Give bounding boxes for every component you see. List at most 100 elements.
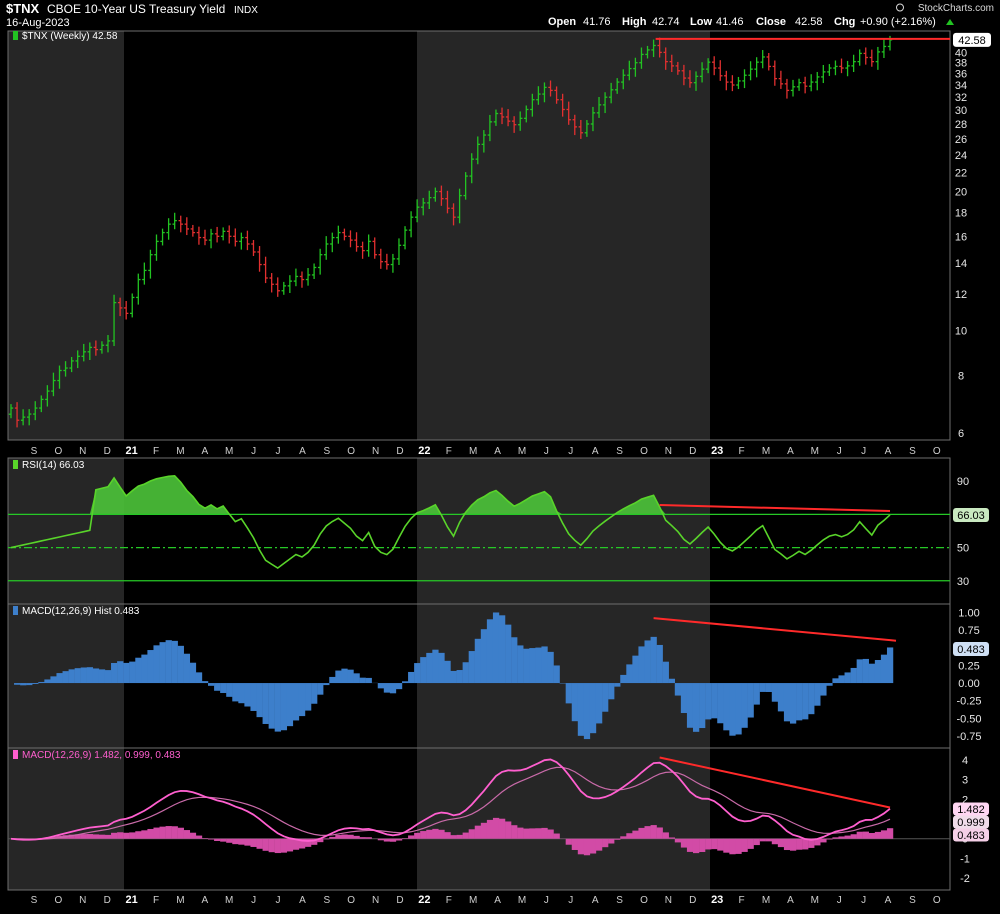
macd-hist-bar-small (123, 833, 129, 839)
price-axis-month-17: F (446, 446, 452, 457)
price-tick-6: 6 (958, 428, 964, 440)
macd-hist-bar (135, 658, 141, 683)
macd-hist-bar (644, 640, 650, 683)
hist-tick-7: 1.00 (958, 607, 979, 619)
macd-axis-month-37: O (933, 895, 941, 906)
macd-hist-bar (190, 663, 196, 683)
hist-last-value: 0.483 (957, 644, 985, 656)
year-shade-rsi-0 (8, 458, 124, 604)
macd-hist-bar (153, 645, 159, 683)
macd-hist-bar-small (354, 836, 360, 839)
macd-hist-bar-small (499, 819, 505, 839)
macd-hist-bar-small (626, 833, 632, 839)
macd-hist-bar-small (323, 839, 329, 840)
macd-hist-bar (299, 683, 305, 716)
macd-hist-bar-small (257, 839, 263, 849)
macd-hist-bar-small (693, 839, 699, 853)
macd-hist-bar-small (535, 828, 541, 838)
macd-hist-bar (651, 637, 657, 683)
price-axis-month-19: A (494, 446, 501, 457)
macd-hist-bar-small (384, 839, 390, 842)
macd-axis-month-8: M (225, 895, 233, 906)
macd-hist-bar-small (178, 828, 184, 839)
macd-hist-bar (693, 683, 699, 732)
macd-hist-bar (717, 683, 723, 723)
macd-hist-bar-small (457, 835, 463, 839)
macd-hist-bar-small (493, 818, 499, 839)
macd-axis-month-33: J (837, 895, 842, 906)
macd-hist-bar-small (511, 825, 517, 839)
price-tick-22: 22 (955, 167, 967, 179)
macd-hist-bar-small (802, 839, 808, 850)
macd-hist-bar-small (172, 826, 178, 838)
macd-axis-month-23: A (592, 895, 599, 906)
macd-hist-bar (250, 683, 256, 711)
macd-hist-bar-small (760, 839, 766, 842)
price-tick-36: 36 (955, 69, 967, 81)
price-axis-month-3: D (104, 446, 111, 457)
macd-hist-bar-small (566, 839, 572, 845)
macd-tick--1: -1 (960, 853, 970, 865)
macd-hist-bar (784, 683, 790, 721)
macd-hist-bar-small (347, 835, 353, 839)
macd-hist-bar-small (129, 832, 135, 838)
macd-hist-bar (766, 683, 772, 692)
price-axis-month-4: 21 (125, 445, 137, 457)
macd-hist-bar-small (469, 829, 475, 838)
macd-hist-bar-small (390, 839, 396, 842)
macd-hist-bar-small (287, 839, 293, 852)
macd-hist-bar (214, 683, 220, 691)
macd-axis-month-36: S (909, 895, 916, 906)
macd-hist-bar-small (408, 835, 414, 838)
macd-hist-bar (123, 663, 129, 683)
exchange: INDX (234, 5, 258, 16)
macd-hist-bar-small (160, 827, 166, 839)
price-axis-month-5: F (153, 446, 159, 457)
macd-hist-bar (475, 639, 481, 683)
macd-hist-bar (341, 669, 347, 683)
macd-hist-bar (420, 657, 426, 683)
hist-legend-swatch (13, 606, 18, 615)
macd-hist-bar (384, 683, 390, 693)
macd-hist-bar (487, 619, 493, 683)
macd-hist-bar (426, 653, 432, 683)
macd-hist-bar (444, 661, 450, 683)
macd-hist-bar (638, 646, 644, 683)
macd-axis-month-26: N (665, 895, 672, 906)
macd-hist-bar (305, 683, 311, 711)
price-axis-month-27: D (689, 446, 696, 457)
macd-hist-bar (541, 646, 547, 683)
macd-axis-month-30: M (762, 895, 770, 906)
macd-axis-month-5: F (153, 895, 159, 906)
macd-hist-bar-small (784, 839, 790, 850)
price-axis-month-14: N (372, 446, 379, 457)
macd-hist-bar-small (184, 830, 190, 839)
macd-hist-bar (705, 683, 711, 719)
close-value: 42.58 (795, 16, 823, 28)
price-tick-8: 8 (958, 370, 964, 382)
macd-hist-bar-small (620, 836, 626, 838)
macd-hist-bar (14, 683, 20, 685)
macd-hist-bar (523, 649, 529, 683)
macd-hist-bar-small (153, 828, 159, 839)
macd-hist-bar (796, 683, 802, 720)
macd-axis-month-28: 23 (711, 894, 723, 906)
macd-hist-bar-small (214, 839, 220, 841)
macd-hist-bar-small (857, 832, 863, 839)
macd-hist-bar-small (602, 839, 608, 847)
price-tick-34: 34 (955, 80, 967, 92)
macd-hist-bar-small (432, 829, 438, 839)
macd-hist-bar (602, 683, 608, 712)
macd-hist-bar (202, 681, 208, 683)
macd-hist-bar-small (675, 839, 681, 843)
macd-hist-bar (281, 683, 287, 730)
year-shade-price-0 (8, 31, 124, 440)
macd-hist-bar-small (838, 836, 844, 838)
macd-hist-bar-small (208, 839, 214, 840)
macd-hist-bar-small (220, 839, 226, 842)
macd-hist-bar (578, 683, 584, 736)
macd-axis-month-1: O (55, 895, 63, 906)
macd-hist-bar-small (729, 839, 735, 855)
macd-hist-bar (99, 669, 105, 683)
